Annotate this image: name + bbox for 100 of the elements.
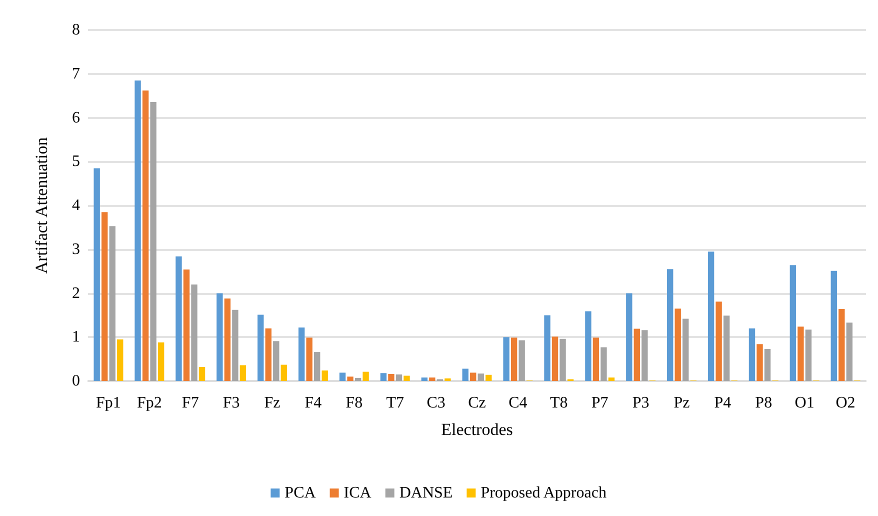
bar (101, 212, 108, 381)
x-tick-label: T7 (386, 394, 404, 412)
bar (764, 348, 771, 381)
bar (388, 374, 394, 381)
bar (306, 338, 312, 381)
bar (503, 337, 510, 381)
y-axis-title: Artifact Attenuation (32, 136, 51, 274)
bar (347, 376, 354, 381)
x-tick-label: P8 (755, 394, 772, 412)
bar (109, 226, 116, 381)
bar (682, 318, 689, 381)
y-tick-label: 8 (72, 22, 80, 38)
x-tick-label: Fz (264, 394, 280, 412)
bar (142, 90, 149, 381)
x-tick-label: O2 (836, 394, 856, 412)
y-tick-label: 0 (72, 372, 80, 390)
bar (404, 376, 410, 381)
bar (585, 311, 592, 381)
x-axis-title: Electrodes (441, 420, 513, 439)
bar (224, 298, 231, 381)
bar (608, 377, 615, 381)
bar (756, 344, 763, 381)
bar (240, 365, 246, 381)
bar (592, 338, 600, 381)
x-tick-label: F8 (346, 394, 363, 412)
x-tick-label: P7 (591, 394, 608, 412)
bar (626, 293, 632, 381)
bar (339, 372, 346, 381)
bar (666, 269, 674, 381)
bar (183, 270, 190, 381)
bar (150, 102, 156, 381)
bar (280, 364, 288, 381)
y-tick-label: 2 (72, 284, 80, 302)
bar (396, 374, 402, 381)
bar (486, 374, 492, 381)
x-tick-label: T8 (550, 394, 568, 412)
bar (708, 252, 714, 381)
bar (748, 328, 756, 381)
bar (158, 342, 164, 381)
legend-label: DANSE (399, 484, 453, 502)
bar (354, 378, 362, 381)
bar (830, 270, 837, 381)
bar (642, 330, 648, 381)
bar (510, 338, 518, 381)
x-tick-label: C3 (426, 394, 446, 412)
bar (790, 265, 796, 381)
x-tick-label: P4 (714, 394, 732, 412)
bar (674, 308, 681, 381)
bar (273, 341, 280, 381)
y-tick-label: 1 (72, 328, 80, 346)
bar (518, 340, 525, 381)
bar (444, 378, 451, 381)
bar (798, 326, 804, 381)
x-tick-label: Pz (674, 394, 690, 412)
y-tick-label: 7 (72, 65, 80, 82)
bar (314, 352, 320, 381)
bar (462, 368, 468, 381)
y-tick-label: 6 (72, 109, 80, 126)
x-tick-label: Cz (468, 394, 486, 412)
legend-label: Proposed Approach (480, 484, 606, 502)
bar (362, 372, 369, 381)
legend-label: PCA (284, 484, 316, 502)
y-tick-label: 4 (72, 197, 80, 214)
bar (134, 80, 141, 381)
x-tick-label: Fp2 (136, 394, 162, 412)
bar (94, 168, 100, 381)
bar (380, 373, 387, 381)
bar (232, 310, 238, 381)
legend-label: ICA (344, 484, 372, 502)
x-tick-label: F3 (222, 394, 240, 412)
bar (258, 314, 264, 381)
bar (117, 339, 124, 381)
bar (723, 316, 730, 381)
x-tick-label: P3 (632, 394, 650, 412)
bar (298, 327, 305, 381)
bar (470, 372, 476, 381)
x-tick-label: C4 (508, 394, 528, 412)
bar (421, 377, 428, 381)
bar (176, 256, 182, 381)
x-tick-label: Fp1 (96, 394, 121, 412)
bar (478, 374, 484, 381)
bar (634, 328, 640, 381)
bar (716, 302, 722, 381)
bar (560, 338, 566, 381)
x-tick-label: F7 (182, 394, 199, 412)
bar (265, 328, 272, 381)
bar (191, 284, 198, 381)
x-tick-label: O1 (794, 394, 814, 412)
bar (838, 309, 845, 381)
y-tick-label: 5 (72, 153, 80, 170)
bar (216, 293, 223, 381)
bar (552, 336, 558, 381)
bar (322, 370, 328, 381)
y-tick-label: 3 (72, 240, 80, 258)
x-tick-label: F4 (304, 394, 322, 412)
bar (544, 315, 550, 381)
bar (600, 347, 607, 381)
bar (429, 377, 436, 381)
bar (846, 322, 853, 381)
bar (198, 366, 206, 381)
